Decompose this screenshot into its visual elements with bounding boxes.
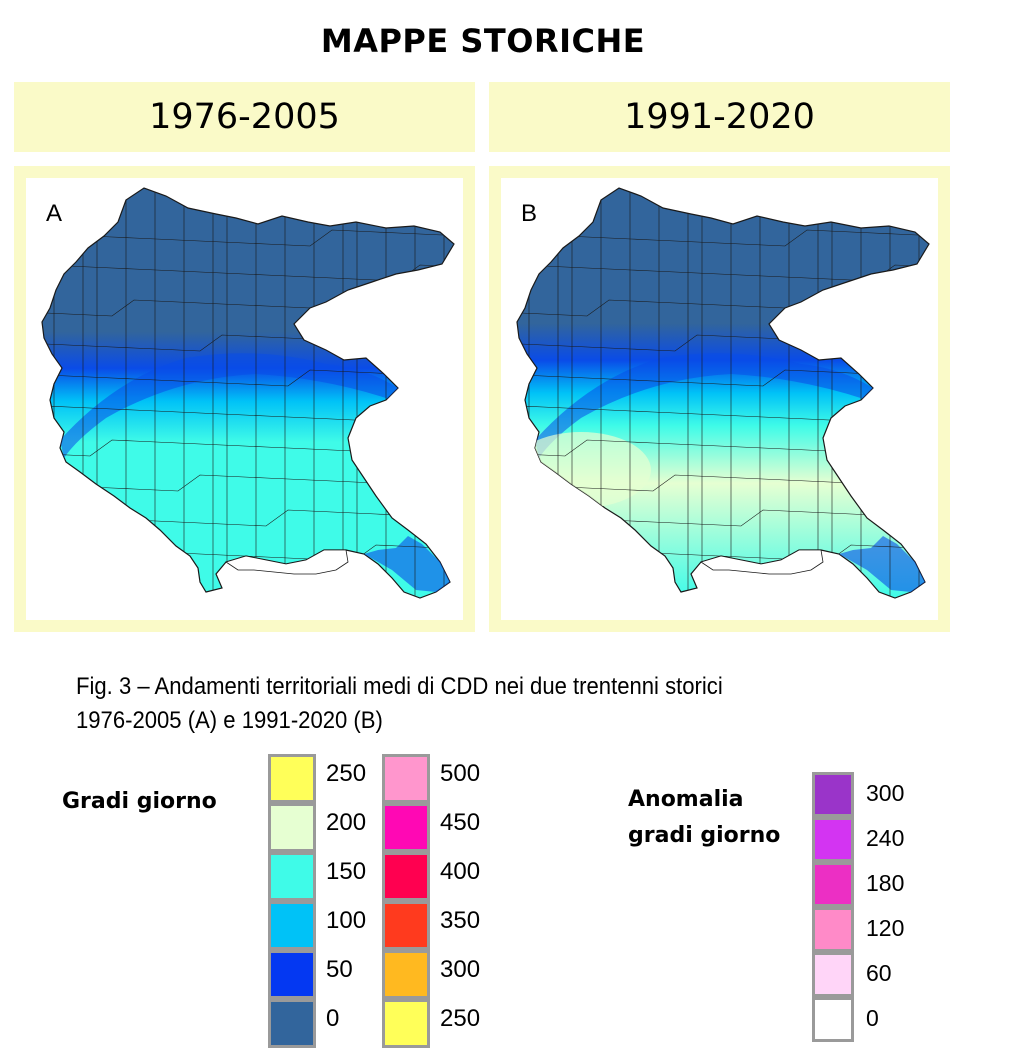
period-header-b: 1991-2020	[489, 82, 950, 152]
legend-title-anomalia-line-2: gradi giorno	[628, 823, 781, 848]
caption-line-1: Fig. 3 – Andamenti territoriali medi di …	[76, 673, 723, 700]
legend-gradi-giorno-swatch	[268, 901, 316, 950]
legend-title-anomalia-line-1: Anomalia	[628, 787, 744, 812]
legend-gradi-giorno-label: 250	[326, 760, 367, 787]
legend-gradi-giorno-swatch	[268, 950, 316, 999]
legend-anomalia-swatch	[812, 862, 854, 907]
legend-gradi-giorno-label: 300	[440, 956, 481, 983]
panel-letter-b: B	[521, 200, 538, 227]
legend-anomalia-label: 60	[866, 960, 892, 986]
legend-anomalia-swatch	[812, 907, 854, 952]
period-header-a: 1976-2005	[14, 82, 475, 152]
legend-title-gradi-giorno: Gradi giorno	[62, 789, 217, 814]
map-canvas-a: A	[26, 178, 463, 620]
legend-gradi-giorno-label: 450	[440, 809, 481, 836]
legend-gradi-giorno-label: 0	[326, 1005, 340, 1032]
map-panel-b: B	[489, 166, 950, 632]
legend-gradi-giorno-swatch	[382, 999, 430, 1048]
legend-gradi-giorno-label: 400	[440, 858, 481, 885]
map-panel-a: A	[14, 166, 475, 632]
legend-gradi-giorno-label: 250	[440, 1005, 481, 1032]
legend-gradi-giorno-swatch	[268, 803, 316, 852]
legend-anomalia-swatch	[812, 817, 854, 862]
panel-letter-a: A	[46, 200, 63, 227]
cdd-map-b	[516, 187, 930, 599]
legend-gradi-giorno-swatch	[268, 754, 316, 803]
legend-gradi-giorno-label: 100	[326, 907, 367, 934]
legend-anomalia-label: 180	[866, 870, 905, 896]
legend-gradi-giorno-label: 200	[326, 809, 367, 836]
coastal-band	[364, 536, 450, 592]
legend-anomalia-label: 240	[866, 825, 905, 851]
legend-gradi-giorno-swatch	[268, 852, 316, 901]
legend-anomalia-swatch	[812, 772, 854, 817]
map-canvas-b: B	[501, 178, 938, 620]
lagoon-area	[225, 549, 349, 575]
figure-caption: Fig. 3 – Andamenti territoriali medi di …	[76, 670, 867, 738]
legend-gradi-giorno-label: 50	[326, 956, 353, 983]
legend-gradi-giorno-swatch	[382, 754, 430, 803]
cdd-map-a	[41, 187, 455, 599]
legend-anomalia-label: 300	[866, 780, 905, 806]
legend-gradi-giorno-label: 500	[440, 760, 481, 787]
legend-anomalia-label: 120	[866, 915, 905, 941]
legend-anomalia-swatch	[812, 952, 854, 997]
coastal-band	[839, 536, 925, 592]
legend-gradi-giorno-swatch	[382, 803, 430, 852]
legend-anomalia-swatch	[812, 997, 854, 1042]
legend-gradi-giorno-label: 350	[440, 907, 481, 934]
lagoon-area	[700, 549, 824, 575]
caption-line-2: 1976-2005 (A) e 1991-2020 (B)	[76, 707, 383, 734]
legend-gradi-giorno-swatch	[268, 999, 316, 1048]
legend-gradi-giorno-swatch	[382, 950, 430, 999]
page-title: MAPPE STORICHE	[320, 22, 646, 60]
legend-anomalia-label: 0	[866, 1005, 879, 1031]
legend-gradi-giorno-label: 150	[326, 858, 367, 885]
legend-gradi-giorno-swatch	[382, 852, 430, 901]
legend-gradi-giorno-swatch	[382, 901, 430, 950]
legend-title-anomalia: Anomalia gradi giorno	[628, 782, 780, 854]
